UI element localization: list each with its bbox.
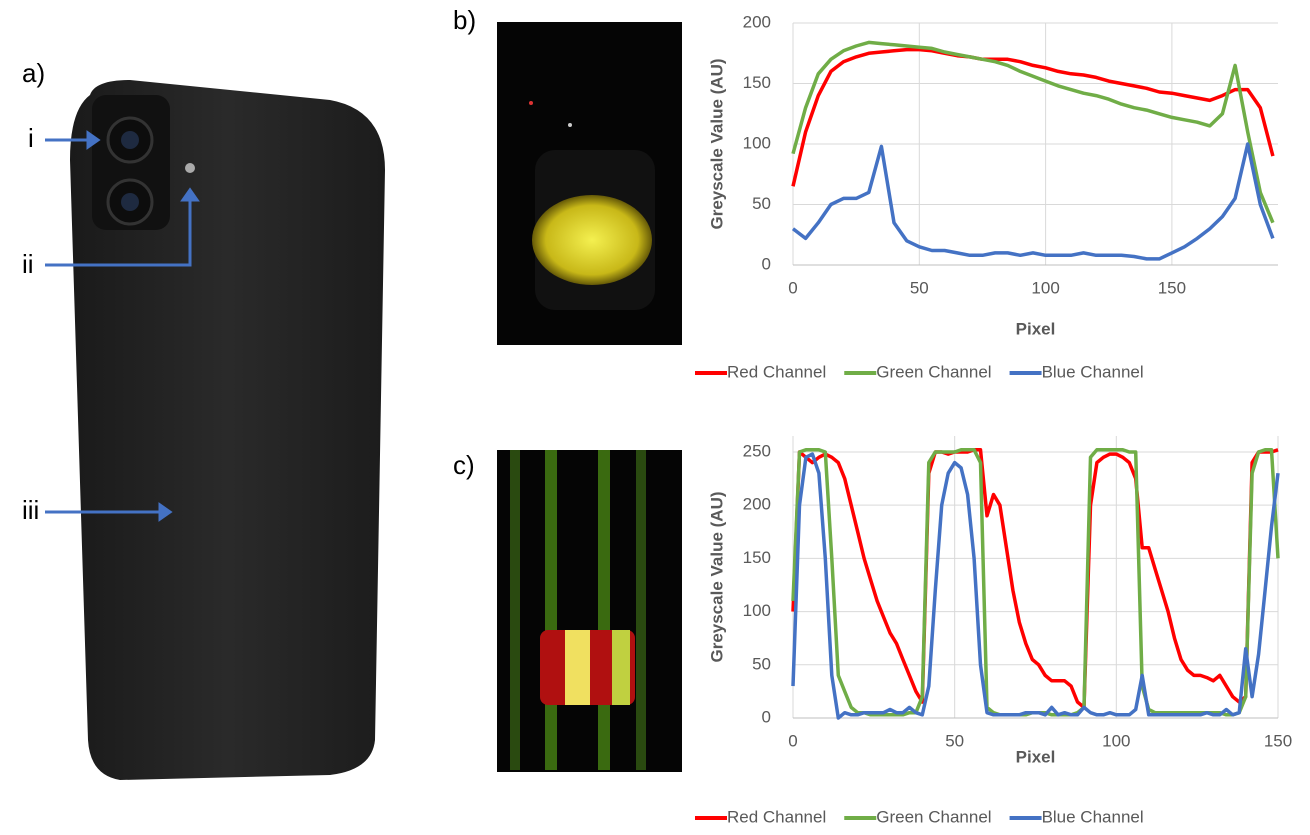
series-line (791, 448, 1280, 717)
y-axis-label: Greyscale Value (AU) (707, 58, 726, 229)
y-tick-label: 50 (752, 654, 771, 673)
y-tick-label: 0 (762, 254, 771, 273)
panel-label: a) (22, 58, 45, 88)
vial-photo (497, 22, 682, 345)
y-tick-label: 250 (743, 441, 771, 460)
y-tick-label: 150 (743, 73, 771, 92)
x-tick-label: 50 (910, 278, 929, 297)
x-tick-label: 100 (1102, 731, 1130, 750)
phone-photo (70, 80, 385, 780)
y-tick-label: 200 (743, 12, 771, 31)
callout-arrows (45, 130, 200, 522)
callout-label: iii (22, 495, 39, 525)
legend-label: Blue Channel (1042, 807, 1144, 826)
y-tick-label: 50 (752, 194, 771, 213)
series-line (791, 142, 1275, 261)
legend-label: Blue Channel (1042, 362, 1144, 381)
panel-label: b) (453, 5, 476, 35)
panel-label: c) (453, 450, 475, 480)
legend-label: Red Channel (727, 362, 826, 381)
callout-label: ii (22, 249, 34, 279)
series-line (791, 452, 1280, 720)
y-tick-label: 200 (743, 495, 771, 514)
legend-label: Red Channel (727, 807, 826, 826)
y-axis-label: Greyscale Value (AU) (707, 491, 726, 662)
x-tick-label: 0 (788, 731, 797, 750)
callout-label: i (28, 123, 34, 153)
legend-label: Green Channel (876, 807, 991, 826)
series-line (791, 448, 1279, 710)
x-tick-label: 150 (1158, 278, 1186, 297)
legend-label: Green Channel (876, 362, 991, 381)
x-tick-label: 50 (945, 731, 964, 750)
y-tick-label: 100 (743, 133, 771, 152)
series-line (791, 40, 1275, 224)
x-axis-label: Pixel (1016, 747, 1056, 766)
x-tick-label: 0 (788, 278, 797, 297)
vial-photo (497, 450, 682, 772)
y-tick-label: 0 (762, 707, 771, 726)
x-tick-label: 150 (1264, 731, 1292, 750)
x-tick-label: 100 (1031, 278, 1059, 297)
y-tick-label: 150 (743, 548, 771, 567)
y-tick-label: 100 (743, 601, 771, 620)
x-axis-label: Pixel (1016, 319, 1056, 338)
series-line (791, 47, 1275, 187)
